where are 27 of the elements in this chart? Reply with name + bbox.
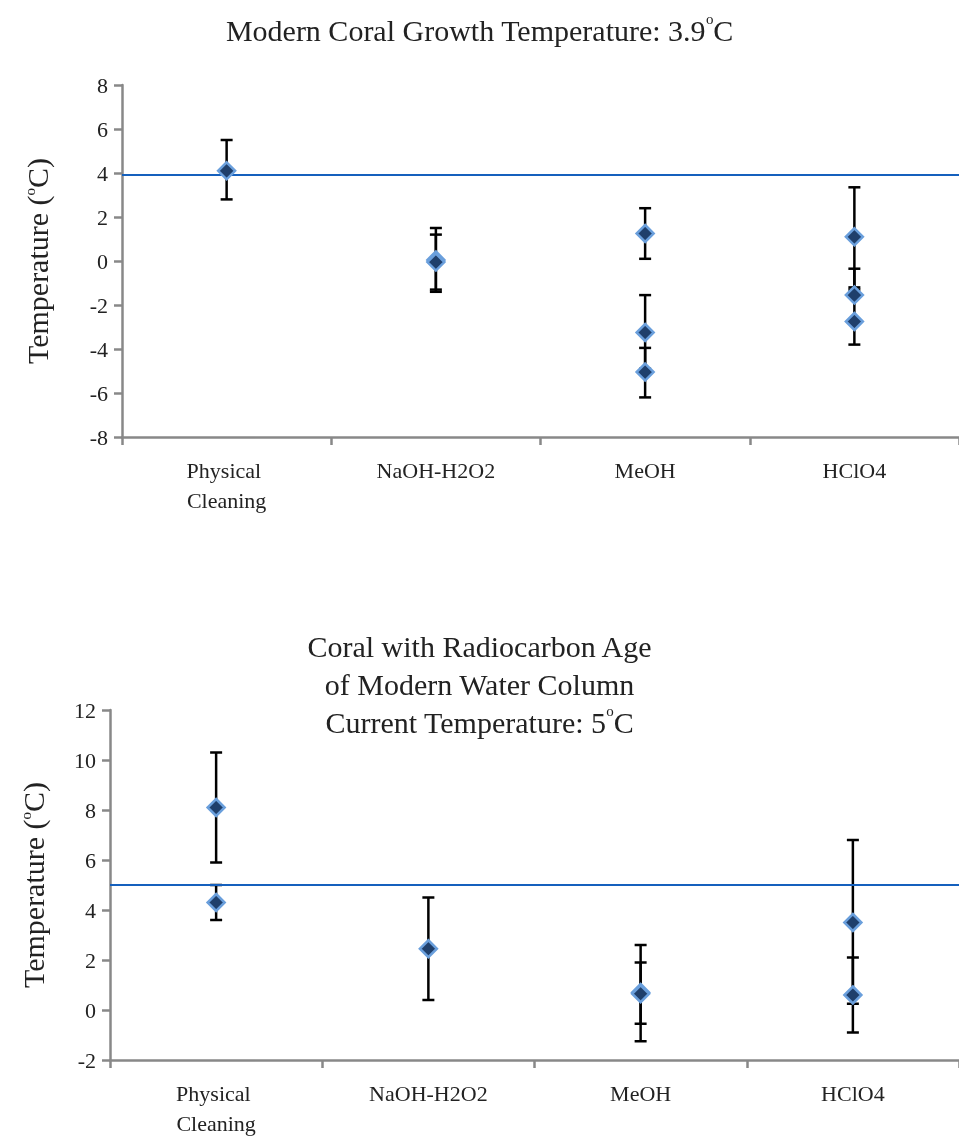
x-tick-label: HClO4 [821, 1080, 885, 1106]
y-tick-label: 2 [85, 947, 96, 973]
x-tick-label: HClO4 [822, 457, 887, 483]
x-tick-label: Physical Cleaning [176, 1080, 257, 1136]
y-tick-label: -4 [89, 336, 108, 362]
y-tick-label: 8 [97, 72, 108, 98]
y-tick-label: 0 [97, 248, 108, 274]
y-tick-label: -6 [89, 380, 108, 406]
y-tick-label: 8 [85, 797, 96, 823]
x-tick-label: MeOH [614, 457, 676, 483]
y-tick-label: 6 [85, 847, 96, 873]
y-tick-label: 4 [85, 897, 96, 923]
y-tick-label: 6 [97, 116, 108, 142]
x-tick-label: MeOH [610, 1080, 672, 1106]
x-tick-label: NaOH-H2O2 [369, 1080, 488, 1106]
y-tick-label: 12 [74, 697, 96, 723]
y-tick-label: 10 [74, 747, 96, 773]
x-tick-label: NaOH-H2O2 [376, 457, 496, 483]
y-tick-label: -2 [77, 1047, 96, 1073]
x-tick-label: Physical Cleaning [186, 457, 267, 513]
y-tick-label: -8 [89, 424, 108, 450]
y-tick-label: 2 [97, 204, 108, 230]
y-axis-title: Temperature (oC) [16, 781, 51, 989]
y-tick-label: -2 [89, 292, 108, 318]
y-tick-label: 4 [97, 160, 108, 186]
y-axis-title: Temperature (oC) [20, 157, 55, 365]
y-tick-label: 0 [85, 997, 96, 1023]
